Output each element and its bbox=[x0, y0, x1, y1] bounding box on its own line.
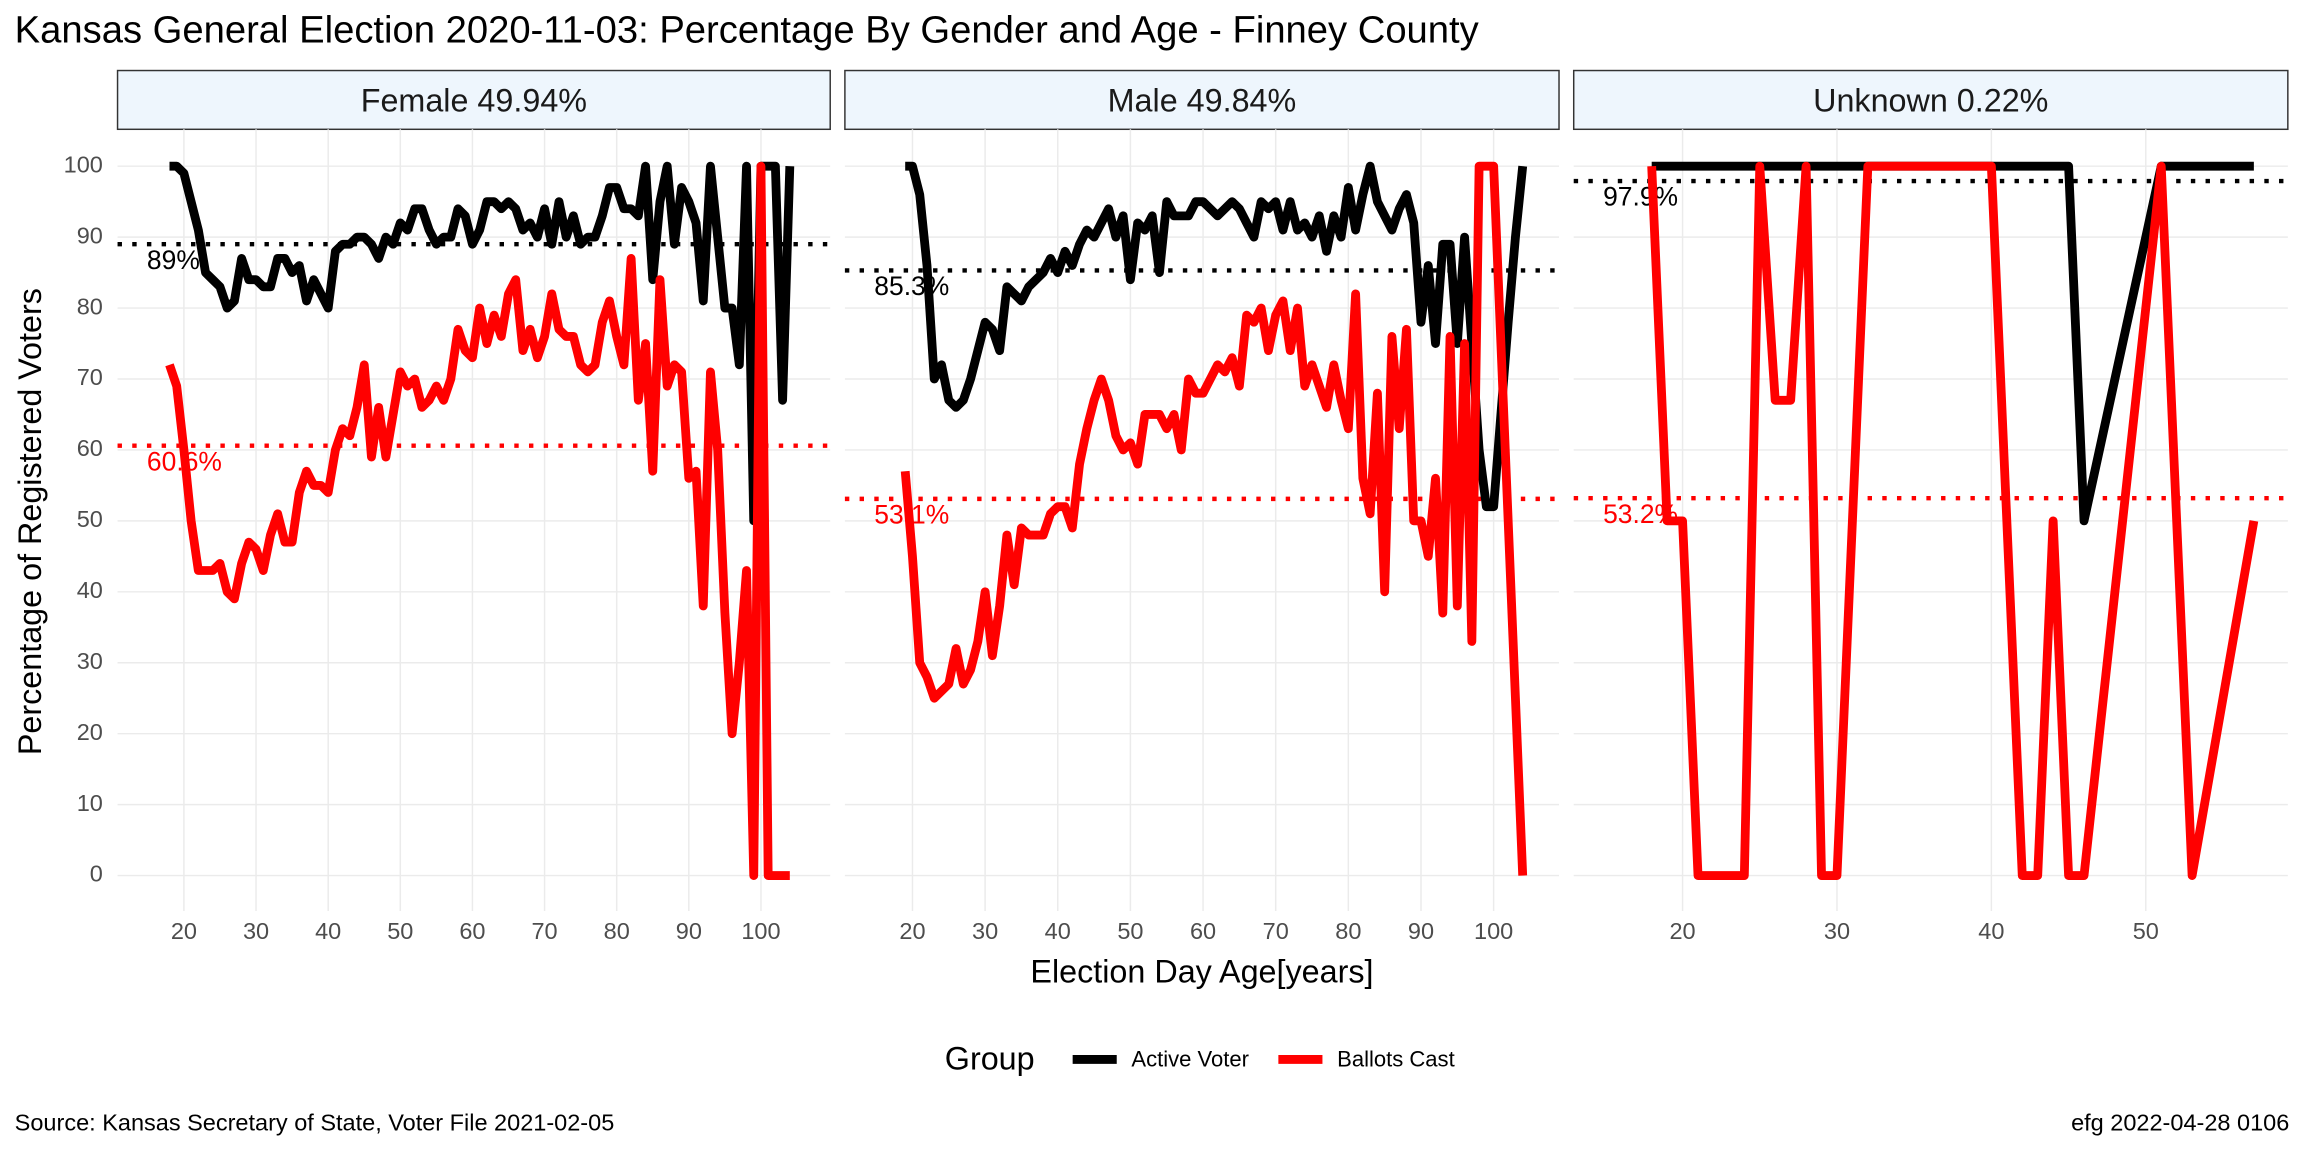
chart-title: Kansas General Election 2020-11-03: Perc… bbox=[15, 8, 1480, 51]
y-tick-label: 70 bbox=[77, 364, 103, 390]
y-tick-label: 10 bbox=[77, 790, 103, 816]
legend-title: Group bbox=[945, 1040, 1035, 1076]
x-tick-label: 80 bbox=[1335, 918, 1361, 944]
data-line bbox=[905, 161, 1528, 512]
data-line bbox=[169, 161, 795, 526]
facet-strip bbox=[844, 69, 1560, 131]
x-tick-label: 30 bbox=[1824, 918, 1850, 944]
legend-label: Ballots Cast bbox=[1337, 1047, 1455, 1072]
x-tick-label: 100 bbox=[1474, 918, 1513, 944]
data-line bbox=[1647, 161, 2259, 880]
x-tick-label: 90 bbox=[676, 918, 702, 944]
x-tick-label: 40 bbox=[315, 918, 341, 944]
x-axis-title: Election Day Age[years] bbox=[1030, 954, 1373, 990]
y-tick-label: 50 bbox=[77, 506, 103, 532]
x-tick-label: 50 bbox=[387, 918, 413, 944]
y-tick-label: 30 bbox=[77, 648, 103, 674]
x-tick-label: 20 bbox=[1669, 918, 1695, 944]
x-tick-label: 50 bbox=[2133, 918, 2159, 944]
x-tick-label: 20 bbox=[171, 918, 197, 944]
x-tick-label: 50 bbox=[1117, 918, 1143, 944]
facet-strip bbox=[116, 69, 831, 131]
x-tick-label: 100 bbox=[741, 918, 780, 944]
y-tick-label: 90 bbox=[77, 222, 103, 248]
x-tick-label: 60 bbox=[459, 918, 485, 944]
facet-title: Unknown 0.22% bbox=[1813, 82, 2048, 118]
y-tick-label: 0 bbox=[90, 861, 103, 887]
y-tick-label: 40 bbox=[77, 577, 103, 603]
data-line bbox=[900, 161, 1528, 876]
y-tick-label: 80 bbox=[77, 293, 103, 319]
reference-label: 85.3% bbox=[874, 271, 949, 301]
x-tick-label: 70 bbox=[531, 918, 557, 944]
facet-title: Female 49.94% bbox=[361, 82, 587, 118]
legend-label: Active Voter bbox=[1131, 1047, 1249, 1072]
facet-title: Male 49.84% bbox=[1108, 82, 1297, 118]
x-tick-label: 40 bbox=[1045, 918, 1071, 944]
y-axis-title: Percentage of Registered Voters bbox=[12, 288, 48, 755]
reference-label: 89% bbox=[147, 245, 200, 275]
timestamp: efg 2022-04-28 0106 bbox=[2071, 1109, 2289, 1135]
x-tick-label: 80 bbox=[604, 918, 630, 944]
reference-label: 97.9% bbox=[1603, 182, 1678, 212]
y-tick-label: 60 bbox=[77, 435, 103, 461]
x-tick-label: 30 bbox=[972, 918, 998, 944]
x-tick-label: 90 bbox=[1408, 918, 1434, 944]
x-tick-label: 70 bbox=[1263, 918, 1289, 944]
y-tick-label: 100 bbox=[64, 151, 103, 177]
x-tick-label: 20 bbox=[899, 918, 925, 944]
data-line bbox=[165, 161, 790, 880]
facet-strip bbox=[1572, 69, 2289, 131]
x-tick-label: 60 bbox=[1190, 918, 1216, 944]
x-tick-label: 30 bbox=[243, 918, 269, 944]
x-tick-label: 40 bbox=[1978, 918, 2004, 944]
y-tick-label: 20 bbox=[77, 719, 103, 745]
source-note: Source: Kansas Secretary of State, Voter… bbox=[15, 1109, 615, 1135]
